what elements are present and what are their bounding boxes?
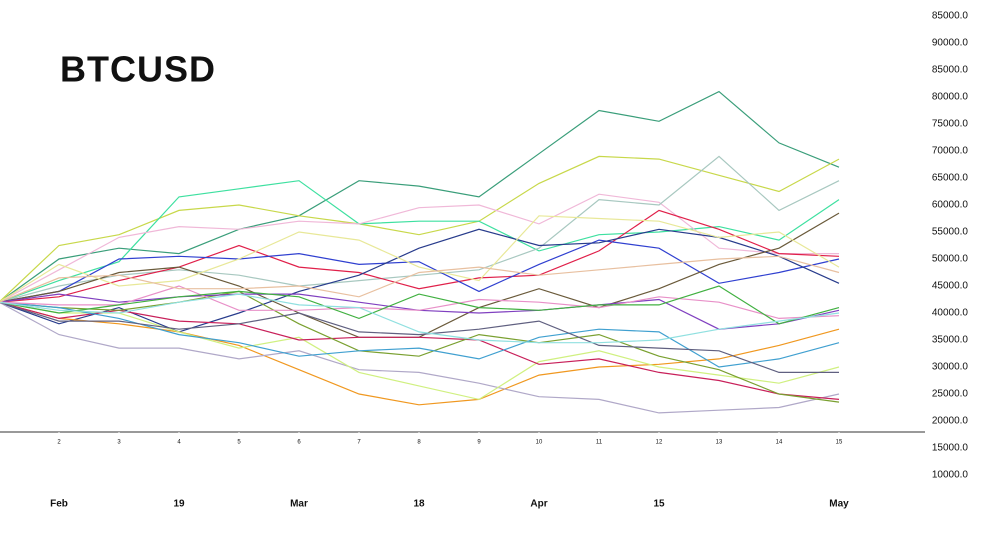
x-tick-label: 9	[477, 440, 481, 446]
y-tick-label: 10000.0	[932, 470, 969, 481]
x-tick-label: 7	[357, 440, 361, 446]
x-tick-label: 12	[656, 440, 663, 446]
price-line	[0, 239, 840, 303]
price-line	[0, 155, 840, 303]
y-tick-label: 60000.0	[932, 200, 969, 211]
date-tick-label: 15	[653, 499, 665, 510]
date-tick-label: Apr	[530, 499, 547, 510]
date-tick-label: 18	[413, 499, 425, 510]
x-tick-label: 10	[536, 440, 543, 446]
date-tick-label: May	[829, 499, 849, 510]
y-tick-label: 50000.0	[932, 254, 969, 265]
date-tick-label: Mar	[290, 499, 308, 510]
date-tick-label: 19	[173, 499, 185, 510]
x-tick-label: 2	[57, 440, 61, 446]
x-tick-label: 11	[596, 440, 603, 446]
y-tick-label: 90000.0	[932, 38, 969, 49]
y-tick-label: 55000.0	[932, 227, 969, 238]
price-line	[0, 293, 840, 344]
y-tick-label: 35000.0	[932, 335, 969, 346]
price-line	[0, 302, 840, 414]
y-tick-label: 25000.0	[932, 389, 969, 400]
price-line	[0, 285, 840, 325]
y-tick-label: 85000.0	[932, 11, 969, 22]
chart-title: BTCUSD	[60, 49, 216, 90]
y-tick-label: 80000.0	[932, 92, 969, 103]
y-tick-label: 45000.0	[932, 281, 969, 292]
price-line	[0, 209, 840, 303]
y-tick-label: 40000.0	[932, 308, 969, 319]
y-tick-label: 15000.0	[932, 443, 969, 454]
price-line	[0, 155, 840, 303]
x-tick-label: 14	[776, 440, 783, 446]
y-tick-label: 85000.0	[932, 65, 969, 76]
y-tick-label: 75000.0	[932, 119, 969, 130]
price-line	[0, 301, 840, 401]
price-line	[0, 285, 840, 320]
y-tick-label: 20000.0	[932, 416, 969, 427]
x-tick-label: 8	[417, 440, 421, 446]
price-line	[0, 290, 840, 403]
x-tick-label: 4	[177, 440, 181, 446]
price-line	[0, 215, 840, 303]
date-tick-label: Feb	[50, 499, 68, 510]
x-tick-label: 15	[836, 440, 843, 446]
x-tick-label: 3	[117, 440, 121, 446]
y-tick-label: 70000.0	[932, 146, 969, 157]
x-tick-label: 5	[237, 440, 241, 446]
price-line	[0, 193, 839, 303]
price-line	[0, 180, 840, 303]
price-line	[0, 228, 840, 333]
price-line	[0, 255, 840, 303]
price-line	[0, 301, 840, 400]
price-line	[0, 301, 840, 406]
x-tick-label: 13	[716, 440, 723, 446]
y-tick-label: 30000.0	[932, 362, 969, 373]
price-line	[0, 301, 839, 373]
x-tick-label: 6	[297, 440, 301, 446]
y-tick-label: 65000.0	[932, 173, 969, 184]
price-line	[0, 90, 840, 303]
